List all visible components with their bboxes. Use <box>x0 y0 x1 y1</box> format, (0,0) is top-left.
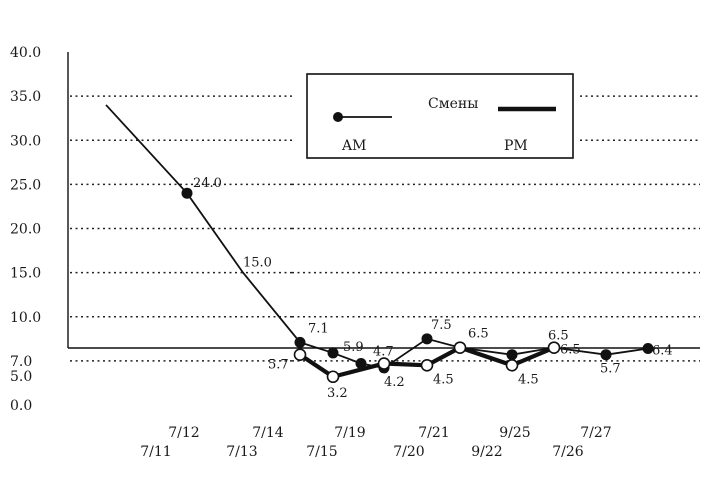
am-point-marker <box>642 343 654 355</box>
am-data-label: 6.5 <box>468 327 489 342</box>
y-tick-label: 7.0 <box>10 354 32 370</box>
y-tick-labels: 40.0 35.0 30.0 25.0 20.0 15.0 10.0 7.05.0 0.0 <box>10 45 41 414</box>
legend-am-label: AM <box>341 138 366 154</box>
x-tick-label-lower: 9/22 <box>471 444 502 460</box>
pm-data-label: 4.5 <box>518 372 539 387</box>
legend-am-marker <box>333 112 343 122</box>
pm-point-marker <box>293 348 307 361</box>
series <box>105 104 654 384</box>
am-data-label: 4.7 <box>373 345 394 360</box>
am-data-label: 24.0 <box>193 176 222 191</box>
legend-pm-label: PM <box>504 138 528 154</box>
x-tick-label-upper: 7/12 <box>168 425 199 441</box>
x-tick-label-lower: 7/11 <box>140 444 171 460</box>
am-point-marker <box>600 349 612 361</box>
x-tick-label-upper: 7/27 <box>580 425 611 441</box>
axes <box>67 52 700 349</box>
pm-point-marker <box>453 341 467 354</box>
x-tick-label-lower: 7/15 <box>306 444 337 460</box>
am-data-label: 4.2 <box>384 375 405 390</box>
pm-point-marker <box>547 341 561 354</box>
am-data-label: 6.4 <box>652 344 673 359</box>
legend-box <box>306 73 574 159</box>
legend: Смены AM PM <box>306 73 574 159</box>
x-tick-label-upper: 7/14 <box>252 425 284 441</box>
pm-point-marker <box>377 357 391 370</box>
x-tick-label-upper: 9/25 <box>499 425 530 441</box>
am-point-marker <box>355 358 367 370</box>
x-tick-label-upper: 7/19 <box>334 425 365 441</box>
y-tick-label: 25.0 <box>10 177 41 193</box>
am-data-label: 15.0 <box>243 256 272 271</box>
y-tick-label: 35.0 <box>10 89 41 105</box>
x-tick-label-upper: 7/21 <box>418 425 449 441</box>
am-point-marker <box>421 333 433 345</box>
y-tick-label: 0.0 <box>10 398 32 414</box>
x-tick-label-lower: 7/13 <box>226 444 257 460</box>
y-tick-label: 40.0 <box>10 45 41 61</box>
am-data-label: 7.5 <box>431 318 452 333</box>
am-point-marker <box>327 347 339 359</box>
y-tick-label: 15.0 <box>10 266 41 282</box>
pm-point-marker <box>505 358 519 372</box>
am-point-marker <box>181 187 193 199</box>
y-tick-label: 20.0 <box>10 222 41 238</box>
y-tick-label: 10.0 <box>10 310 41 326</box>
pm-data-label: 4.5 <box>433 372 454 387</box>
x-tick-label-lower: 7/26 <box>552 444 584 460</box>
x-tick-labels: 7/12 7/14 7/19 7/21 9/25 7/27 7/11 7/13 7/15 7/20… <box>140 425 611 460</box>
am-data-label: 7.1 <box>308 321 329 336</box>
am-data-label: 6.5 <box>548 329 569 344</box>
pm-point-marker <box>326 370 340 384</box>
pm-data-label: 6.5 <box>560 343 581 358</box>
am-data-label: 5.7 <box>600 362 621 377</box>
y-tick-label: 5.0 <box>10 369 32 385</box>
x-tick-label-lower: 7/20 <box>393 444 424 460</box>
y-tick-label: 30.0 <box>10 133 41 149</box>
pm-data-label: 3.2 <box>327 386 348 401</box>
data-labels: 24.015.07.15.9 4.74.27.56.5 6.55.76.45.73.… <box>193 176 673 401</box>
am-data-label: 5.9 <box>343 340 364 355</box>
pm-data-label: 5.7 <box>268 358 289 373</box>
pm-point-marker <box>420 358 434 372</box>
am-point-marker <box>294 336 306 348</box>
legend-title: Смены <box>428 96 478 112</box>
am-point-marker <box>506 349 518 361</box>
